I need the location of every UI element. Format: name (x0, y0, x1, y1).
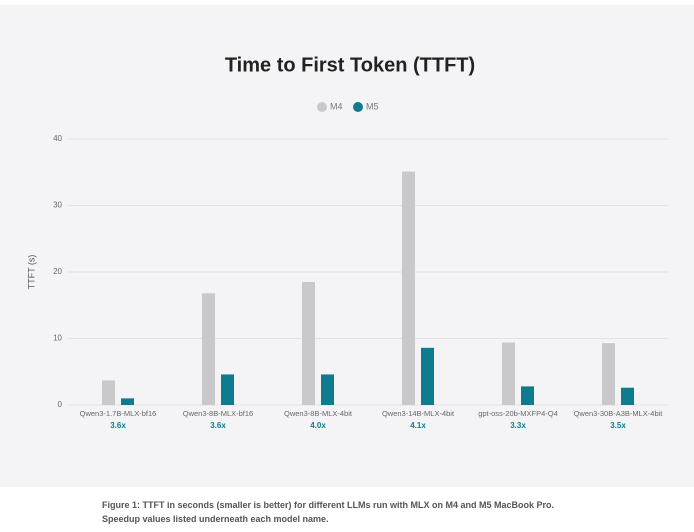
chart: Time to First Token (TTFT) TTFT (s) 0 10 2… (0, 5, 694, 487)
bar (221, 374, 234, 405)
x-tick-label: Qwen3-14B-MLX-4bit (382, 409, 455, 418)
y-tick-label: 20 (53, 267, 62, 276)
y-tick-label: 40 (53, 134, 62, 143)
caption: Figure 1: TTFT in seconds (smaller is be… (102, 500, 555, 524)
chart-background (0, 5, 694, 487)
bar (521, 386, 534, 405)
speedup-label: 3.5x (610, 421, 626, 430)
legend-label: M4 (330, 101, 343, 111)
bar (121, 398, 134, 405)
speedup-label: 4.0x (310, 421, 326, 430)
bar (502, 342, 515, 405)
speedup-label: 4.1x (410, 421, 426, 430)
speedup-label: 3.6x (110, 421, 126, 430)
y-tick-label: 10 (53, 334, 62, 343)
x-tick-label: Qwen3-8B-MLX-4bit (284, 409, 353, 418)
x-tick-label: Qwen3-1.7B-MLX-bf16 (80, 409, 157, 418)
y-tick-label: 30 (53, 201, 62, 210)
legend-label: M5 (366, 101, 379, 111)
legend-marker (317, 102, 327, 112)
chart-title: Time to First Token (TTFT) (225, 54, 475, 76)
x-tick-label: Qwen3-8B-MLX-bf16 (183, 409, 253, 418)
bar (302, 281, 315, 405)
bar (102, 380, 115, 405)
bar (621, 387, 634, 405)
bar (421, 347, 434, 405)
speedup-label: 3.3x (510, 421, 526, 430)
bar (402, 171, 415, 405)
y-axis-label: TTFT (s) (26, 255, 36, 290)
y-tick-label: 0 (58, 400, 63, 409)
bar (202, 293, 215, 405)
legend-marker (353, 102, 363, 112)
speedup-label: 3.6x (210, 421, 226, 430)
x-tick-label: gpt-oss-20b-MXFP4-Q4 (478, 409, 558, 418)
x-tick-label: Qwen3-30B-A3B-MLX-4bit (574, 409, 664, 418)
bar (321, 374, 334, 405)
bar (602, 343, 615, 405)
